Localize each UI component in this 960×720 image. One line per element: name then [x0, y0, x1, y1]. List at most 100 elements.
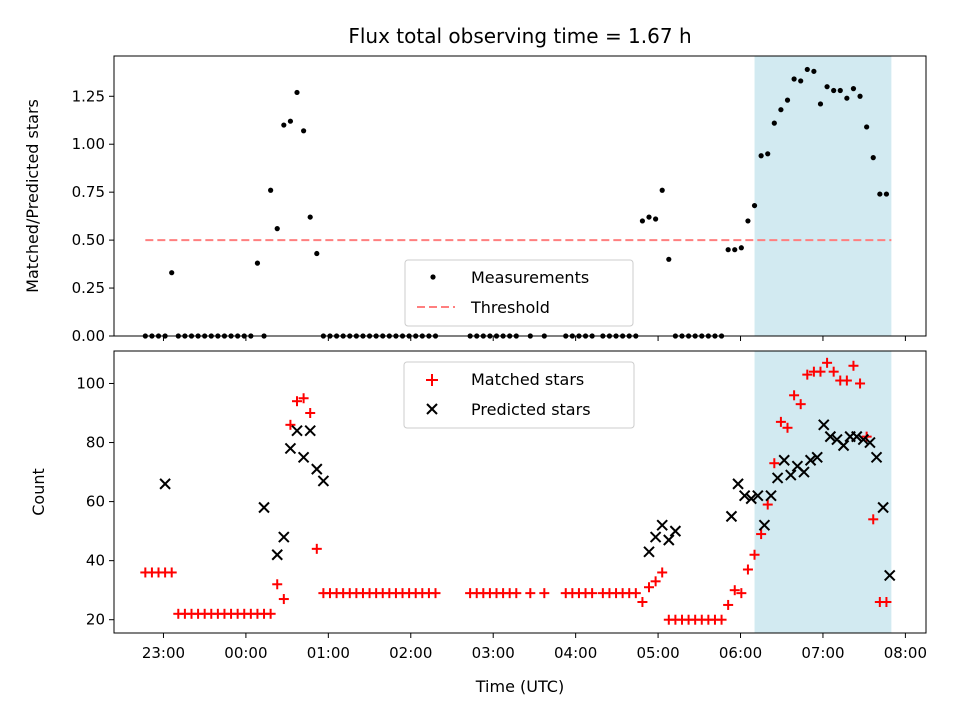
matched-star-point: [762, 499, 773, 510]
matched-star-point: [298, 393, 309, 404]
predicted-star-point: [758, 519, 771, 531]
measurement-point: [771, 120, 777, 126]
matched-star-point: [166, 567, 177, 578]
measurement-point: [778, 107, 784, 113]
top-y-tick-label: 1.00: [72, 135, 105, 153]
matched-star-point: [272, 579, 283, 590]
chart-title: Flux total observing time = 1.67 h: [348, 24, 691, 48]
predicted-star-point: [851, 430, 863, 443]
measurement-point: [287, 118, 294, 124]
top-panel: 0.00 0.25 0.50 0.75 1.00 1.25 Matched/Predict…: [23, 55, 927, 345]
predicted-star-point: [884, 569, 896, 582]
predicted-star-point: [745, 492, 757, 505]
measurement-point: [837, 87, 843, 94]
bottom-y-tick-label: 100: [76, 374, 105, 392]
measurement-point: [784, 97, 791, 103]
top-y-tick-label: 0.50: [72, 231, 105, 249]
measurement-point: [850, 86, 857, 92]
predicted-star-point: [818, 419, 830, 431]
bottom-highlight-span: [754, 351, 892, 633]
matched-star-point: [822, 357, 833, 368]
predicted-star-point: [258, 501, 270, 514]
top-y-tick-label: 1.25: [72, 87, 105, 105]
x-tick-label: 07:00: [801, 644, 844, 662]
predicted-star-point: [798, 466, 810, 478]
matched-star-point: [868, 514, 879, 525]
measurement-point: [798, 78, 804, 84]
predicted-star-point: [297, 451, 310, 464]
predicted-star-point: [159, 478, 171, 490]
predicted-star-point: [663, 534, 675, 546]
measurement-point: [811, 68, 817, 74]
top-highlight-span: [754, 56, 892, 336]
matched-star-point: [749, 549, 760, 560]
matched-star-point: [587, 588, 598, 599]
predicted-star-point: [765, 489, 777, 502]
matched-star-point: [285, 419, 296, 430]
predicted-star-point: [291, 425, 303, 437]
bottom-y-tick-label: 20: [86, 611, 105, 629]
predicted-star-point: [811, 451, 823, 464]
predicted-star-point: [643, 546, 655, 558]
measurement-point: [281, 122, 287, 128]
measurement-point: [864, 124, 870, 130]
matched-star-point: [637, 596, 648, 607]
measurement-point: [274, 226, 280, 232]
legend-threshold-label: Threshold: [470, 298, 550, 317]
matched-star-point: [430, 588, 441, 599]
top-y-axis-label: Matched/Predicted stars: [23, 99, 42, 293]
measurement-point: [844, 95, 850, 101]
predicted-star-point: [864, 436, 876, 449]
measurement-point: [804, 66, 810, 73]
measurement-point: [732, 247, 738, 253]
legend-matched-marker: [426, 374, 438, 386]
top-y-tick-label: 0.25: [72, 279, 105, 297]
predicted-star-point: [778, 454, 790, 466]
measurement-point: [254, 260, 261, 266]
predicted-star-point: [870, 451, 883, 464]
measurement-point: [745, 218, 751, 224]
x-tick-label: 02:00: [389, 644, 432, 662]
predicted-star-point: [317, 475, 330, 487]
measurement-point: [725, 247, 731, 253]
bottom-panel: 20 40 60 80 100 23:00 00:00 01:00 02:00 03:00 04:…: [29, 350, 927, 696]
predicted-star-point: [725, 510, 738, 523]
measurement-point: [870, 155, 876, 161]
matched-star-point: [736, 588, 747, 599]
predicted-star-point: [877, 501, 889, 514]
x-tick-label: 23:00: [142, 644, 185, 662]
predicted-star-point: [649, 531, 662, 543]
matched-star-point: [881, 596, 892, 607]
matched-star-point: [782, 422, 793, 433]
x-tick-label: 06:00: [719, 644, 762, 662]
matched-star-point: [848, 360, 859, 371]
predicted-star-point: [271, 549, 283, 561]
predicted-star-point: [857, 433, 870, 446]
measurement-point: [877, 191, 883, 197]
predicted-star-point: [284, 442, 297, 455]
predicted-star-point: [824, 430, 837, 443]
measurement-point: [307, 214, 313, 220]
matched-star-point: [539, 588, 550, 599]
measurement-point: [294, 89, 300, 96]
matched-star-point: [657, 567, 668, 578]
matched-star-point: [828, 366, 839, 377]
measurement-point: [751, 202, 758, 209]
predicted-star-point: [738, 489, 751, 502]
matched-star-point: [815, 366, 826, 377]
measurement-point: [653, 216, 659, 222]
predicted-star-point: [804, 454, 817, 466]
bottom-y-axis-label: Count: [29, 468, 48, 516]
predicted-star-point: [771, 472, 784, 484]
matched-star-point: [265, 608, 276, 619]
matched-star-point: [511, 588, 522, 599]
measurement-point: [738, 245, 744, 251]
matched-star-point: [716, 614, 727, 625]
measurement-point: [169, 270, 175, 276]
matched-star-point: [855, 378, 866, 389]
measurement-point: [639, 218, 646, 224]
matched-star-point: [729, 585, 740, 596]
matched-star-point: [789, 390, 800, 401]
matched-star-point: [841, 375, 852, 386]
